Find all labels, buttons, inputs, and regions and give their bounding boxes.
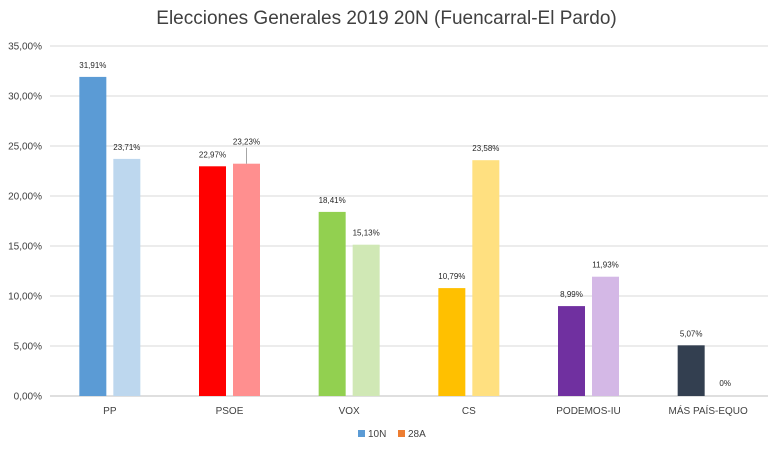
y-tick-label: 10,00% bbox=[8, 292, 42, 303]
category-label: VOX bbox=[339, 406, 360, 417]
y-tick-label: 35,00% bbox=[8, 42, 42, 53]
data-label-28a: 11,93% bbox=[592, 261, 619, 270]
bar-10n bbox=[558, 306, 585, 396]
category-label: PP bbox=[103, 406, 117, 417]
data-label-28a: 23,71% bbox=[113, 143, 140, 152]
chart-title: Elecciones Generales 2019 20N (Fuencarra… bbox=[156, 8, 617, 29]
data-label-10n: 31,91% bbox=[79, 61, 106, 70]
bar-10n bbox=[677, 345, 705, 396]
data-label-10n: 5,07% bbox=[680, 329, 703, 338]
data-label-10n: 18,41% bbox=[319, 196, 346, 205]
y-tick-label: 30,00% bbox=[8, 92, 42, 103]
data-label-28a: 23,23% bbox=[233, 138, 260, 147]
bar-10n bbox=[79, 76, 107, 397]
data-label-10n: 22,97% bbox=[199, 150, 226, 159]
legend-swatch bbox=[398, 430, 405, 437]
bar-10n bbox=[318, 211, 346, 396]
data-label-28a: 23,58% bbox=[472, 144, 499, 153]
bar-10n bbox=[438, 288, 466, 396]
bar-28a bbox=[113, 158, 141, 396]
data-label-28a: 15,13% bbox=[353, 229, 380, 238]
y-tick-label: 25,00% bbox=[8, 142, 42, 153]
y-tick-label: 0,00% bbox=[14, 392, 42, 403]
bar-28a bbox=[592, 276, 619, 396]
category-label: PSOE bbox=[216, 406, 244, 417]
bar-28a bbox=[352, 244, 380, 396]
bar-28a bbox=[233, 163, 260, 396]
y-tick-label: 5,00% bbox=[14, 342, 42, 353]
data-label-28a: 0% bbox=[719, 379, 731, 388]
category-label: PODEMOS-IU bbox=[556, 406, 620, 417]
category-label: CS bbox=[462, 406, 476, 417]
legend-swatch bbox=[358, 430, 365, 437]
category-label: MÁS PAÍS-EQUO bbox=[669, 404, 748, 417]
bar-28a bbox=[472, 160, 500, 396]
bar-10n bbox=[199, 166, 226, 396]
legend-label: 28A bbox=[408, 429, 426, 440]
data-label-10n: 10,79% bbox=[438, 272, 465, 281]
data-label-10n: 8,99% bbox=[560, 290, 583, 299]
y-tick-label: 15,00% bbox=[8, 242, 42, 253]
legend-label: 10N bbox=[368, 429, 386, 440]
y-tick-label: 20,00% bbox=[8, 192, 42, 203]
